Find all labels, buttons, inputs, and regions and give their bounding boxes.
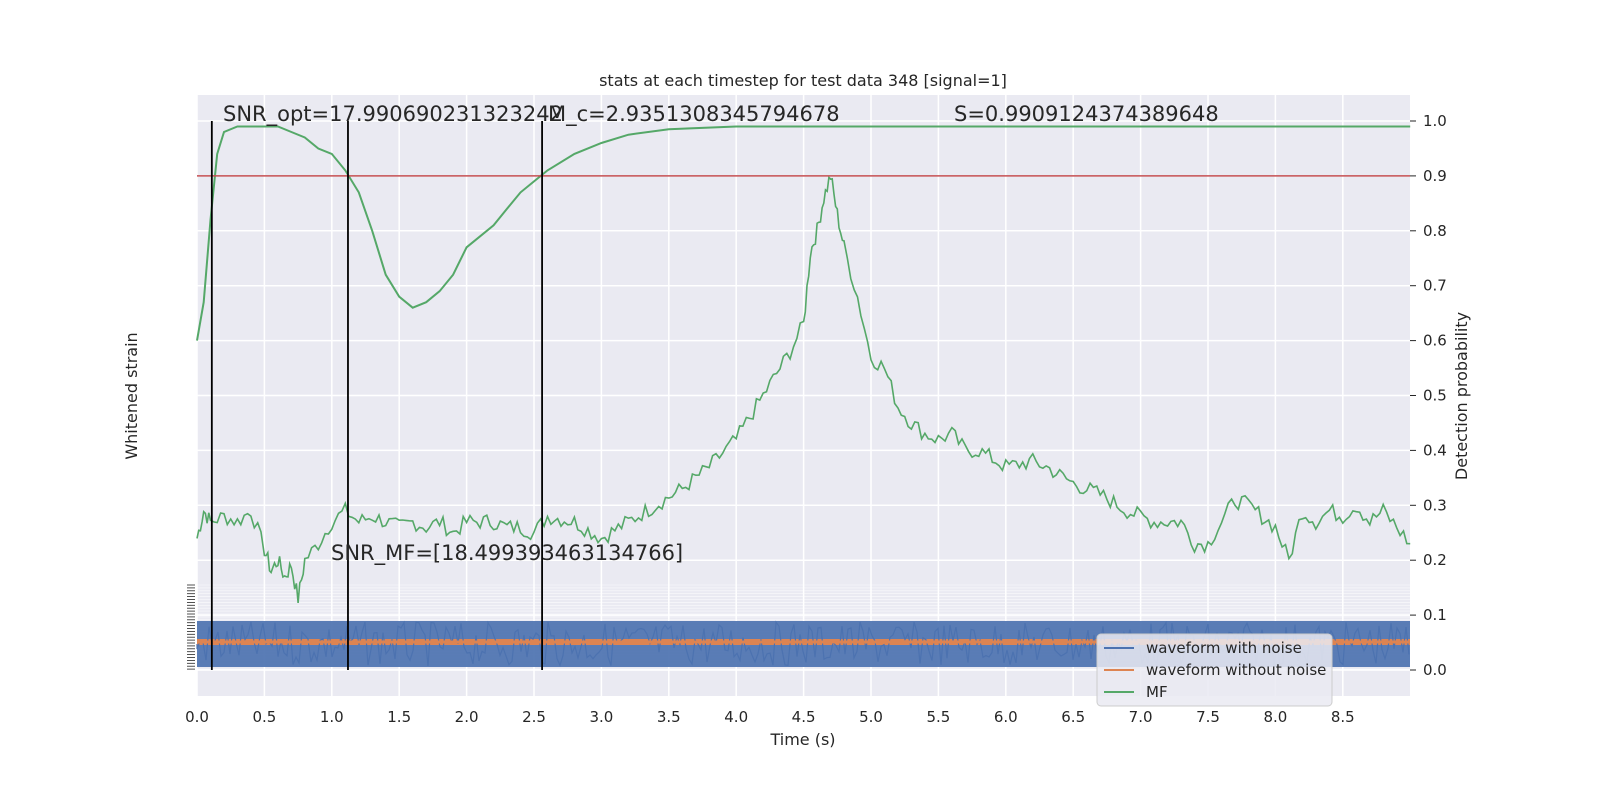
x-tick-label: 4.5 [792, 708, 816, 726]
x-tick-label: 2.0 [455, 708, 479, 726]
series-mf-noisy-line [196, 175, 1411, 603]
series-mf-smooth-line [196, 125, 1411, 341]
y-axis-ticks-right: 0.0 0.1 0.2 0.3 0.4 0.5 0.6 0.7 0.8 0.9 1.0 [1410, 112, 1447, 679]
chart-title: stats at each timestep for test data 348… [599, 71, 1007, 90]
legend: waveform with noise waveform without noi… [1096, 633, 1333, 707]
x-tick-label: 1.0 [320, 708, 344, 726]
y-axis-label-left: Whitened strain [122, 332, 141, 459]
annotation-snr-mf: SNR_MF=[18.499393463134766] [331, 541, 683, 566]
x-tick-label: 2.5 [522, 708, 546, 726]
x-tick-label: 8.0 [1263, 708, 1287, 726]
y-tick-label: 0.8 [1423, 222, 1447, 240]
y-tick-label: 0.0 [1423, 661, 1447, 679]
x-tick-label: 8.5 [1331, 708, 1355, 726]
x-tick-label: 5.0 [859, 708, 883, 726]
y-tick-label: 1.0 [1423, 112, 1447, 130]
y-tick-label: 0.1 [1423, 606, 1447, 624]
x-tick-label: 7.0 [1129, 708, 1153, 726]
annotation-s: S=0.9909124374389648 [954, 102, 1219, 126]
legend-label-noise: waveform with noise [1146, 639, 1302, 657]
annotation-snr-opt: SNR_opt=17.990690231323242 [223, 102, 563, 127]
x-tick-label: 0.5 [252, 708, 276, 726]
y-tick-label: 0.9 [1423, 167, 1447, 185]
x-tick-label: 6.5 [1061, 708, 1085, 726]
legend-label-clean: waveform without noise [1146, 661, 1326, 679]
annotation-mc: M_c=2.9351308345794678 [548, 102, 840, 127]
series-layer [196, 125, 1411, 603]
legend-box [1096, 633, 1333, 707]
x-tick-label: 6.0 [994, 708, 1018, 726]
y-tick-label: 0.3 [1423, 496, 1447, 514]
y-axis-label-right: Detection probability [1452, 312, 1471, 480]
y-tick-label: 0.5 [1423, 387, 1447, 405]
y-tick-label: 0.2 [1423, 551, 1447, 569]
y-tick-label: 0.4 [1423, 441, 1447, 459]
x-tick-label: 3.0 [589, 708, 613, 726]
y-tick-label: 0.6 [1423, 332, 1447, 350]
x-tick-label: 5.5 [926, 708, 950, 726]
x-tick-label: 7.5 [1196, 708, 1220, 726]
x-tick-label: 1.5 [387, 708, 411, 726]
legend-label-mf: MF [1146, 683, 1168, 701]
y-tick-label: 0.7 [1423, 277, 1447, 295]
x-axis-ticks: 0.0 0.5 1.0 1.5 2.0 2.5 3.0 3.5 4.0 4.5 5.0 5.5 6.0 6… [185, 708, 1355, 726]
x-tick-label: 4.0 [724, 708, 748, 726]
x-tick-label: 3.5 [657, 708, 681, 726]
vertical-lines [210, 121, 543, 670]
x-axis-label: Time (s) [769, 730, 835, 749]
x-tick-label: 0.0 [185, 708, 209, 726]
